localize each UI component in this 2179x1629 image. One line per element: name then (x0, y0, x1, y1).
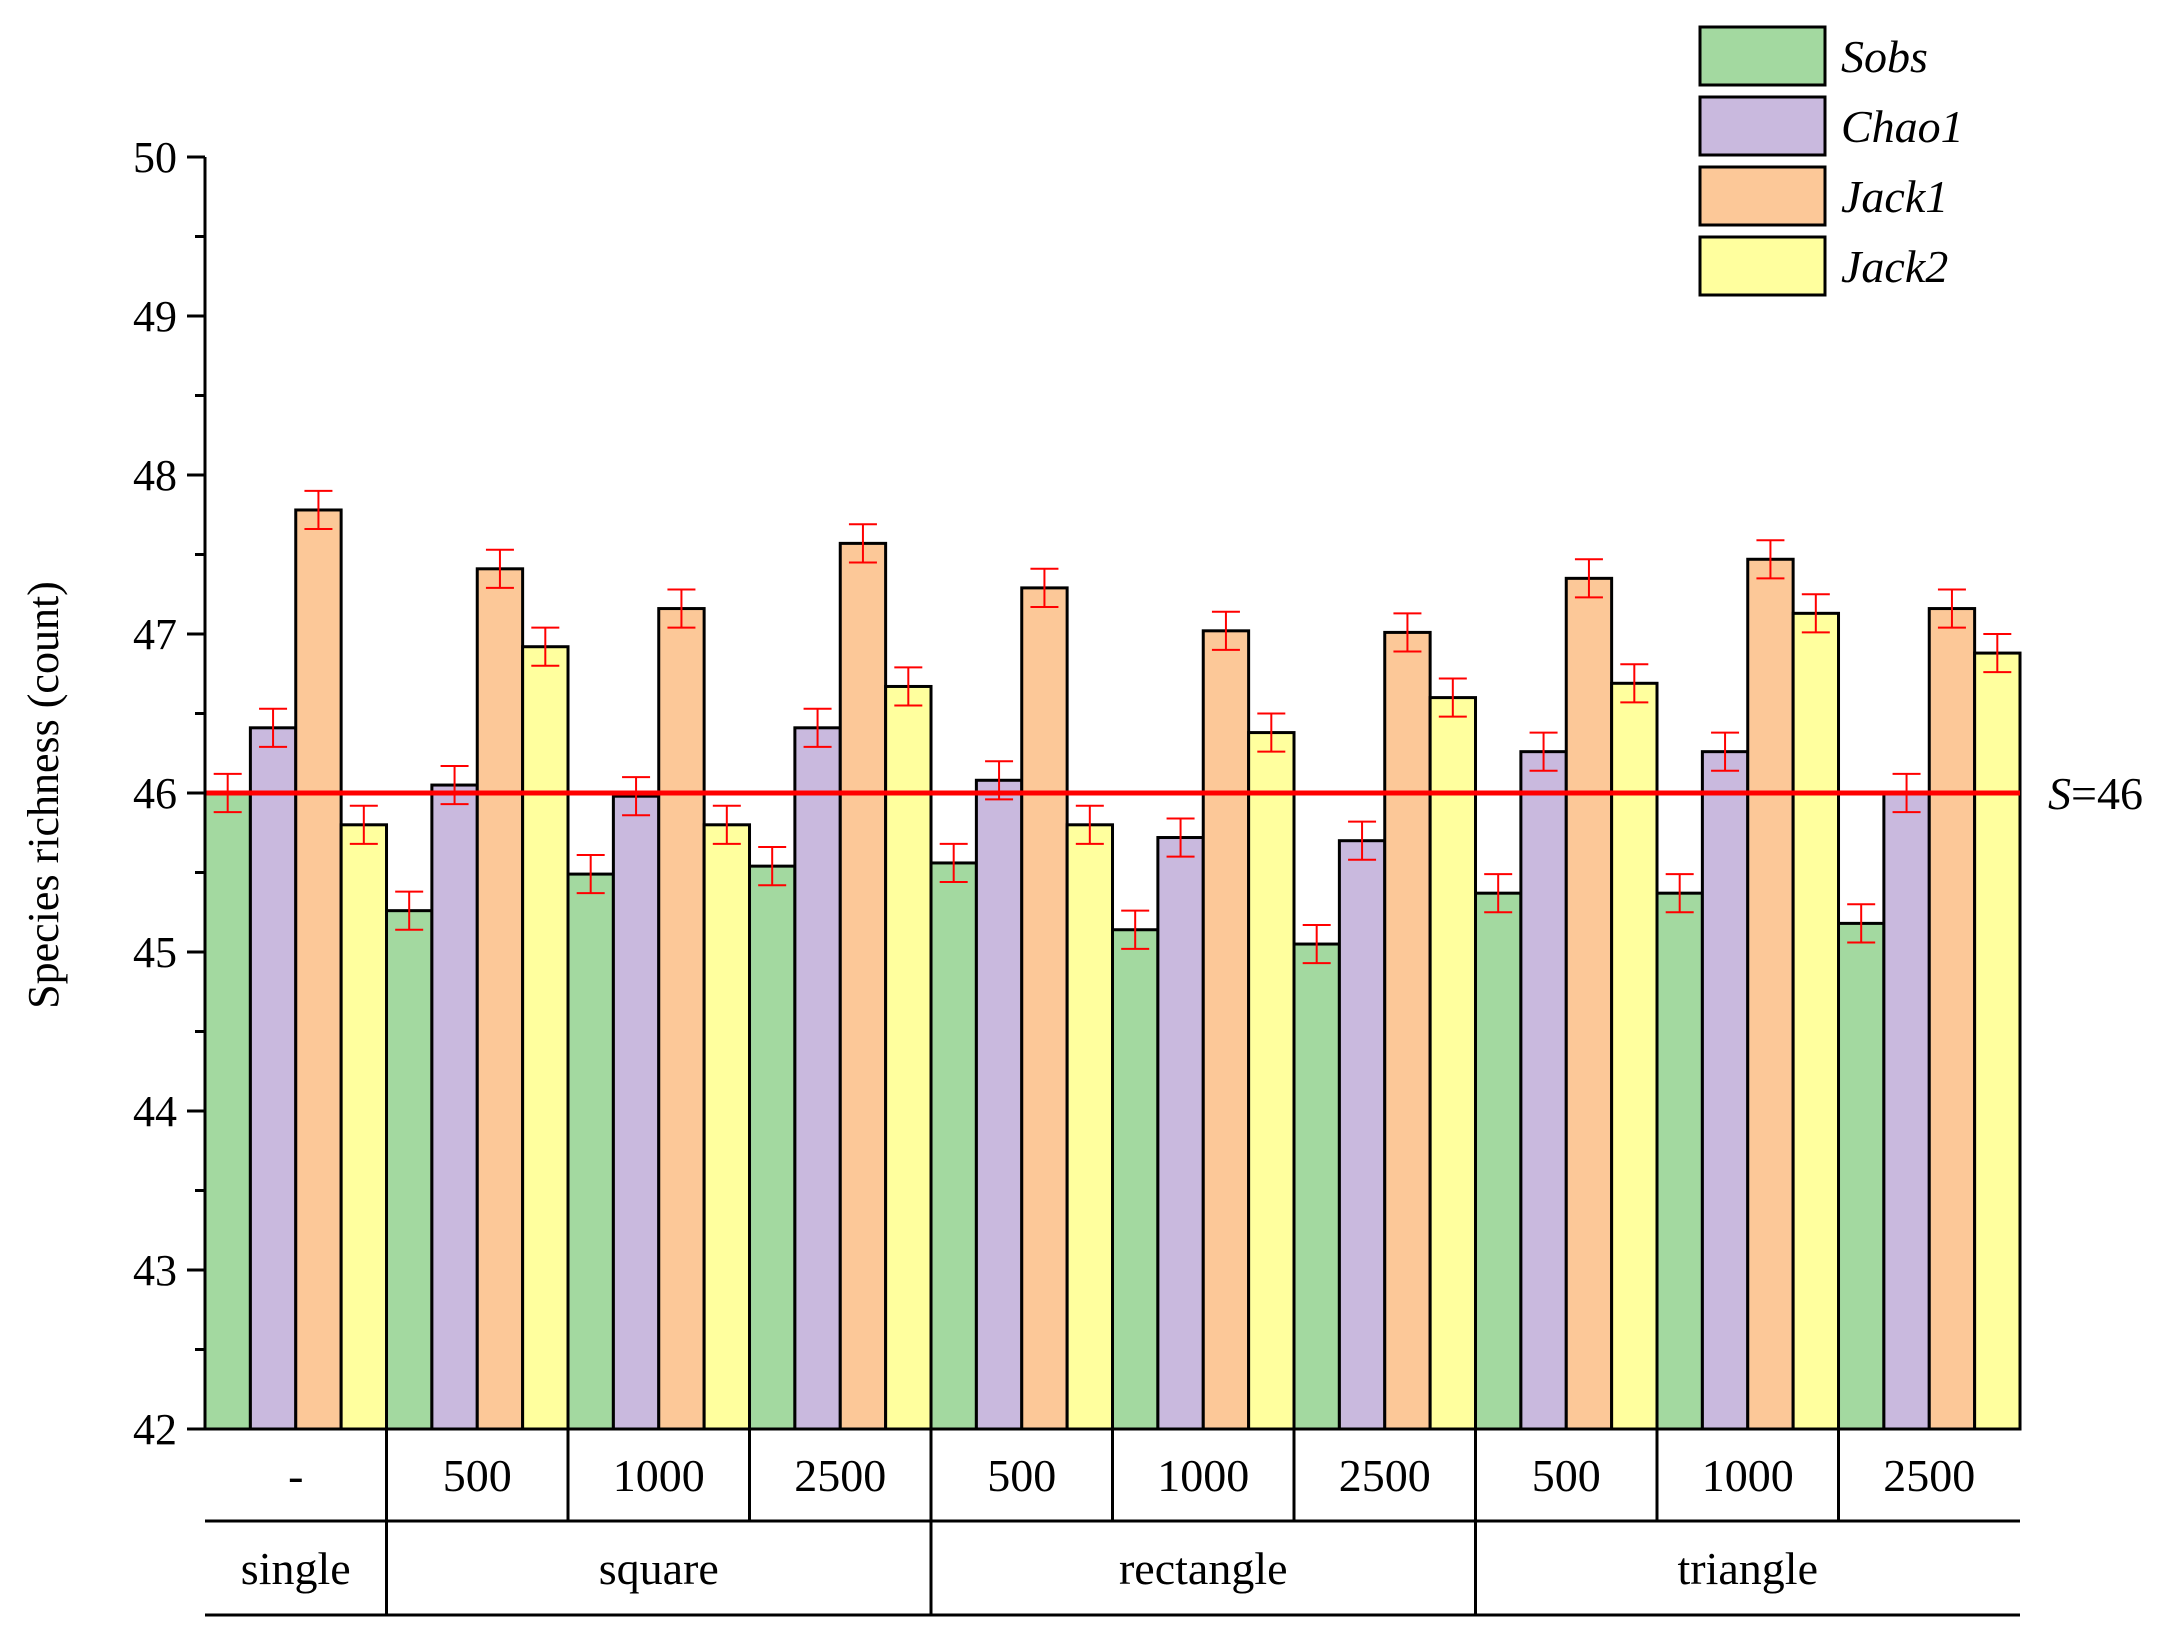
bar-jack1-4 (1020, 586, 1069, 1431)
bar-chao1-9 (1882, 791, 1931, 1431)
group-label-single: single (241, 1543, 351, 1594)
y-tick-label-48: 48 (133, 451, 177, 500)
category-label-9: 2500 (1883, 1450, 1975, 1501)
category-label-0: - (288, 1450, 303, 1501)
bar-jack1-7 (1564, 576, 1614, 1431)
bar-sobs-2 (566, 872, 615, 1431)
bar-chao1-3 (793, 726, 842, 1431)
y-tick-label-50: 50 (133, 133, 177, 182)
category-label-3: 2500 (794, 1450, 886, 1501)
bar-jack2-7 (1610, 681, 1659, 1431)
bar-jack2-4 (1065, 823, 1115, 1431)
category-label-7: 500 (1532, 1450, 1601, 1501)
bar-sobs-4 (929, 861, 978, 1431)
category-label-1: 500 (443, 1450, 512, 1501)
reference-line-label-value: =46 (2071, 768, 2143, 819)
legend-label-jack2: Jack2 (1841, 241, 1948, 292)
reference-line-layer: S=46 (205, 768, 2143, 819)
bar-sobs-0 (203, 791, 252, 1431)
bars-layer (203, 508, 2022, 1431)
bar-chao1-0 (248, 726, 298, 1431)
bar-sobs-6 (1292, 942, 1341, 1431)
legend-label-chao1: Chao1 (1841, 101, 1964, 152)
category-label-4: 500 (987, 1450, 1056, 1501)
category-label-6: 2500 (1339, 1450, 1431, 1501)
bar-sobs-8 (1655, 891, 1704, 1431)
legend-swatch-chao1 (1698, 95, 1827, 157)
bar-chao1-2 (611, 794, 661, 1431)
bar-jack1-5 (1201, 629, 1251, 1431)
bar-jack1-1 (475, 567, 525, 1431)
bar-jack2-3 (884, 684, 933, 1431)
bar-jack2-2 (702, 823, 752, 1431)
y-axis-label: Species richness (count) (19, 581, 68, 1009)
bar-jack2-0 (339, 823, 389, 1431)
y-tick-label-49: 49 (133, 292, 177, 341)
category-label-8: 1000 (1702, 1450, 1794, 1501)
category-table: - 500 1000 2500 500 1000 2500 500 1000 2500 single… (205, 1427, 2020, 1617)
bar-jack2-6 (1428, 696, 1478, 1431)
bar-jack2-8 (1791, 611, 1841, 1431)
y-tick-label-47: 47 (133, 610, 177, 659)
y-tick-label-45: 45 (133, 928, 177, 977)
reference-line-label: S=46 (2048, 768, 2143, 819)
y-tick-label-43: 43 (133, 1246, 177, 1295)
legend-label-jack1: Jack1 (1841, 171, 1948, 222)
y-axis: 42 43 44 45 46 47 48 49 50 (133, 133, 207, 1454)
bar-sobs-1 (385, 909, 434, 1431)
bar-chao1-4 (974, 778, 1024, 1431)
bar-jack2-1 (521, 645, 570, 1431)
y-tick-label-46: 46 (133, 769, 177, 818)
bar-jack1-2 (657, 607, 706, 1431)
reference-line-label-var: S (2048, 768, 2071, 819)
bar-sobs-5 (1111, 928, 1160, 1431)
legend-swatch-sobs (1698, 25, 1827, 87)
category-label-5: 1000 (1157, 1450, 1249, 1501)
group-label-triangle: triangle (1678, 1543, 1819, 1594)
bar-jack2-5 (1247, 731, 1296, 1431)
bar-jack1-3 (838, 541, 888, 1431)
bar-chao1-8 (1700, 750, 1750, 1431)
group-label-rectangle: rectangle (1119, 1543, 1288, 1594)
bar-chao1-1 (430, 783, 479, 1431)
bar-chao1-5 (1156, 836, 1205, 1431)
bar-jack1-9 (1927, 607, 1977, 1431)
bar-jack1-0 (294, 508, 343, 1431)
bar-sobs-9 (1837, 921, 1886, 1431)
bar-jack1-8 (1746, 557, 1795, 1431)
bar-jack2-9 (1973, 651, 2022, 1431)
bar-chao1-7 (1519, 750, 1568, 1431)
legend-swatch-jack1 (1698, 165, 1827, 227)
legend: Sobs Chao1 Jack1 Jack2 (1698, 25, 1964, 297)
category-label-2: 1000 (613, 1450, 705, 1501)
bar-jack1-6 (1383, 630, 1432, 1431)
bar-chao1-6 (1337, 839, 1387, 1431)
legend-label-sobs: Sobs (1841, 31, 1928, 82)
group-label-square: square (599, 1543, 719, 1594)
error-bars-layer (213, 489, 2012, 965)
bar-sobs-7 (1474, 891, 1523, 1431)
y-tick-label-44: 44 (133, 1087, 177, 1136)
bar-sobs-3 (748, 864, 797, 1431)
legend-swatch-jack2 (1698, 235, 1827, 297)
y-tick-label-42: 42 (133, 1405, 177, 1454)
